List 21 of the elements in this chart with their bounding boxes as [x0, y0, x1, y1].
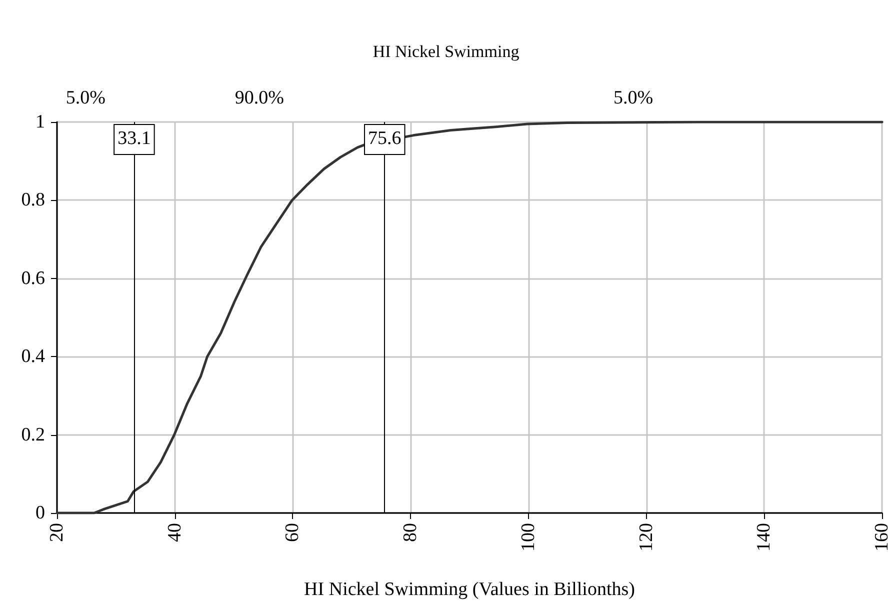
text: 5.0% [66, 88, 106, 108]
x-tick-label: 40 [164, 523, 186, 542]
y-tick-label: 0.6 [21, 268, 45, 289]
x-tick-label: 160 [872, 523, 892, 552]
y-tick-label: 0 [36, 502, 45, 524]
y-tick-label: 0.8 [21, 190, 45, 211]
y-tick-label: 0.2 [21, 424, 45, 446]
x-tick-label: 120 [636, 523, 657, 552]
chart-title: HI Nickel Swimming [372, 42, 520, 61]
x-tick-label: 140 [754, 523, 775, 552]
x-tick-label: 20 [46, 523, 68, 542]
y-tick-label: 1 [36, 112, 45, 132]
text: 5.0% [614, 88, 654, 108]
y-tick-label: 0.4 [21, 346, 46, 368]
x-tick-label: 80 [400, 523, 422, 542]
x-tick-label: 60 [282, 523, 304, 542]
x-axis-title: HI Nickel Swimming (Values in Billionths) [304, 579, 635, 600]
ref-line-label: 33.1 [118, 128, 151, 149]
text: 90.0% [234, 88, 284, 108]
x-tick-label: 100 [518, 523, 539, 552]
ref-line-label: 75.6 [368, 128, 402, 149]
